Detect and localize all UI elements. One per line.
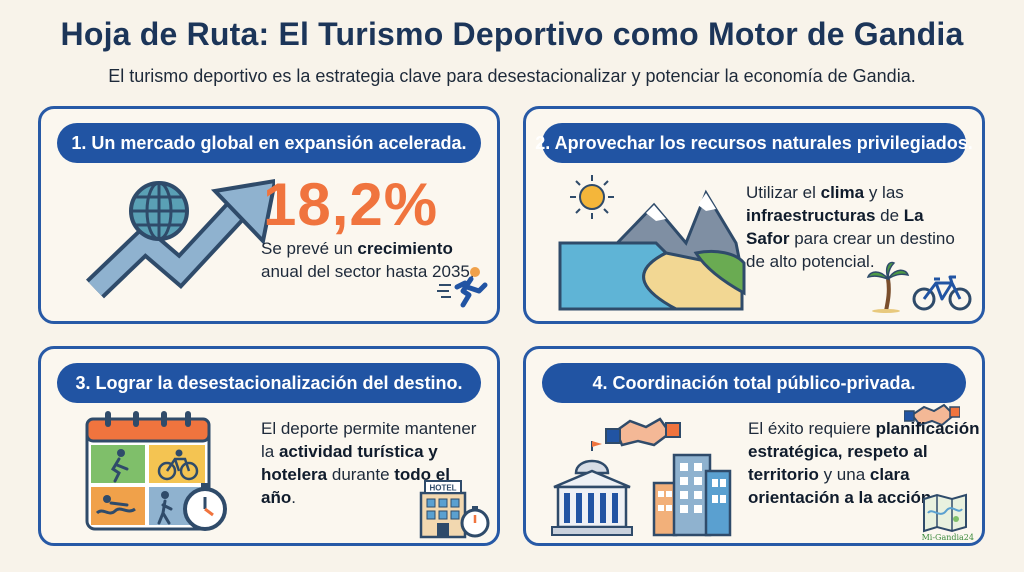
handshake-icon	[904, 403, 960, 427]
growth-stat: 18,2%	[263, 171, 439, 238]
government-building-handshake-icon	[551, 417, 732, 537]
card-global-market: 1. Un mercado global en expansión aceler…	[38, 106, 500, 324]
text-fragment: El éxito requiere	[748, 419, 876, 438]
text-bold: planificación estratégica,	[748, 419, 980, 461]
text-fragment: El deporte permite mantener la	[261, 419, 477, 461]
text-bold: clima	[820, 183, 865, 202]
card-text: Utilizar el clima y las infraestructuras…	[746, 181, 966, 273]
folded-map-icon	[923, 493, 967, 533]
text-fragment: Utilizar el	[746, 183, 821, 202]
text-fragment: Se prevé un	[261, 239, 358, 258]
bicycle-icon	[912, 275, 972, 311]
text-bold: respeto al territorio	[748, 442, 928, 484]
page-title: Hoja de Ruta: El Turismo Deportivo como …	[60, 16, 964, 52]
card-text: El deporte permite mantener la actividad…	[261, 417, 481, 509]
text-bold: infraestructuras	[746, 206, 876, 225]
card-natural-resources: 2. Aprovechar los recursos naturales pri…	[523, 106, 985, 324]
page-subtitle: El turismo deportivo es la estrategia cl…	[108, 66, 916, 86]
card-public-private: 4. Coordinación total público-privada.	[523, 346, 985, 546]
text-fragment: de	[875, 206, 904, 225]
text-fragment: y una	[818, 465, 870, 484]
landscape-mountains-beach-icon	[558, 175, 746, 311]
card-heading: 3. Lograr la desestacionalización del de…	[57, 363, 481, 403]
card-heading: 1. Un mercado global en expansión aceler…	[57, 123, 481, 163]
hotel-stopwatch-icon: HOTEL	[419, 480, 490, 539]
card-deseasonalization: 3. Lograr la desestacionalización del de…	[38, 346, 500, 546]
card-text: Se prevé un crecimiento anual del sector…	[261, 237, 481, 283]
text-bold: La Safor	[746, 206, 924, 248]
text-bold: clara orientación a la acción	[748, 465, 932, 507]
text-bold: crecimiento	[357, 239, 453, 258]
palm-tree-icon	[866, 261, 910, 313]
growth-arrow-globe-icon	[85, 178, 275, 299]
runner-icon	[437, 267, 488, 308]
text-fragment: y las	[864, 183, 904, 202]
hotel-sign-label: HOTEL	[429, 484, 456, 493]
text-fragment: para crear un destino de alto potencial.	[746, 229, 955, 271]
text-fragment: .	[291, 488, 296, 507]
card-heading: 2. Aprovechar los recursos naturales pri…	[535, 123, 973, 163]
watermark: Mi-Gandia24	[921, 533, 974, 542]
text-bold: todo el año	[261, 465, 450, 507]
card-text: El éxito requiere planificación estratég…	[748, 417, 980, 509]
text-fragment: durante	[327, 465, 395, 484]
text-fragment: anual del sector hasta 2035.	[261, 262, 475, 281]
text-bold: actividad turística y hotelera	[261, 442, 438, 484]
sports-calendar-stopwatch-icon	[85, 411, 227, 531]
card-heading: 4. Coordinación total público-privada.	[542, 363, 966, 403]
